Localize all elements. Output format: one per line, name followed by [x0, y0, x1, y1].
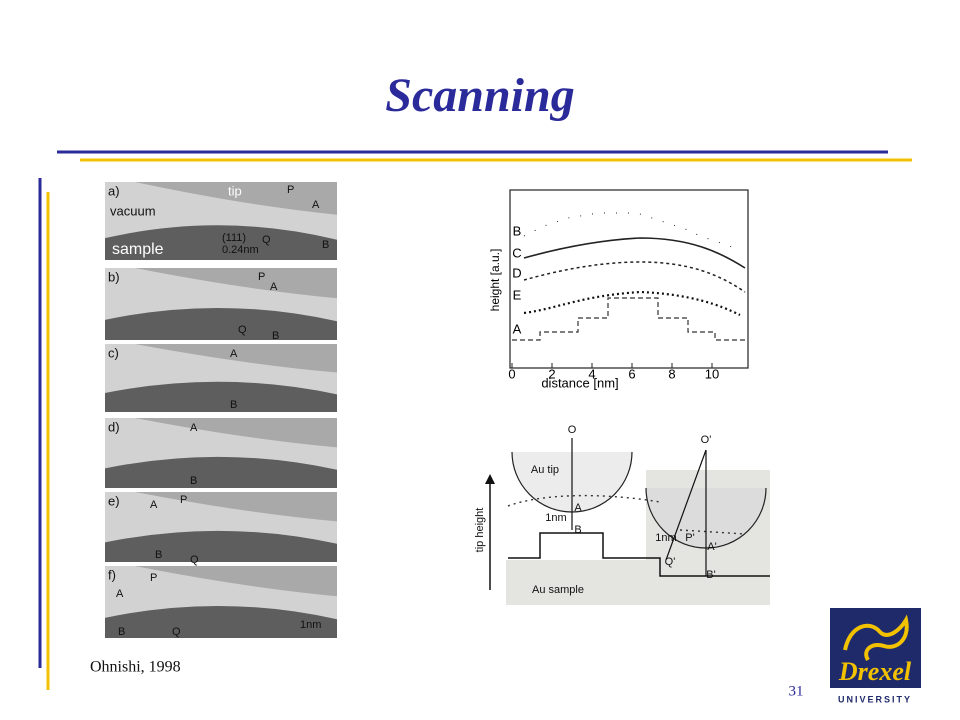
diagram-label: A': [707, 541, 716, 553]
x-tick-label: 2: [548, 366, 555, 381]
curve-label: B: [513, 223, 522, 238]
sample-region: [105, 307, 337, 340]
panel-annotation: A: [150, 499, 158, 511]
x-tick-label: 0: [508, 366, 515, 381]
panel-annotation: (111): [222, 232, 246, 244]
diagram-label: Au sample: [532, 584, 584, 596]
curve-label: D: [512, 265, 521, 280]
y-axis-label: height [a.u.]: [488, 249, 502, 312]
panel-label: e): [108, 493, 120, 508]
curve-e: [523, 290, 741, 316]
atom-row: [507, 494, 661, 507]
tip-diagram: O Au tip 1nm AB Au sample tip height O' 1nm P' A'…: [474, 424, 770, 605]
panel-annotation: B: [155, 549, 162, 561]
axis-arrow: [485, 474, 495, 484]
logo-name: Drexel: [838, 657, 912, 686]
sample-region: [105, 456, 337, 488]
panel-annotation: B: [118, 626, 125, 638]
panel-annotation: A: [230, 348, 238, 360]
panel-annotation: A: [312, 199, 320, 211]
x-tick-label: 6: [628, 366, 635, 381]
diagram-label: Au tip: [531, 464, 559, 476]
tip-region: [135, 566, 337, 597]
curve-label: A: [513, 321, 522, 336]
x-tick-label: 10: [705, 366, 719, 381]
panel-label: d): [108, 419, 120, 434]
tip-region: [135, 268, 337, 299]
diagram-label: O: [568, 424, 577, 436]
x-axis-label: distance [nm]: [541, 375, 618, 390]
panel-annotation: P: [287, 184, 294, 196]
panel-annotation: 1nm: [300, 619, 321, 631]
citation: Ohnishi, 1998: [90, 659, 181, 676]
curve-label: E: [513, 287, 522, 302]
panel-annotation: P: [180, 494, 187, 506]
curve-b: [523, 212, 741, 251]
plot-frame: [509, 189, 749, 369]
panel-annotation: B: [322, 239, 329, 251]
panel-annotation: tip: [228, 183, 242, 198]
page-number: 31: [789, 683, 804, 699]
logo: Drexel UNIVERSITY: [830, 608, 921, 704]
panel-label: c): [108, 345, 119, 360]
diagram-label: B': [706, 569, 715, 581]
panel-annotation: B: [190, 475, 197, 487]
sample-area: [506, 560, 770, 605]
diagram-label: O': [701, 434, 712, 446]
curve-c: [523, 237, 746, 269]
panel-annotation: P: [150, 572, 157, 584]
diagram-label: B: [574, 524, 581, 536]
panel-annotation: A: [116, 588, 124, 600]
diagram-label: 1nm: [655, 532, 676, 544]
logo-dragon: [843, 614, 909, 662]
panel-annotation: sample: [112, 241, 164, 258]
curve-d: [523, 261, 746, 293]
panel-annotation: A: [270, 281, 278, 293]
panel-annotation: 0.24nm: [222, 244, 259, 256]
tip-region: [135, 492, 337, 522]
x-tick-label: 4: [588, 366, 595, 381]
panel-label: a): [108, 183, 120, 198]
panel-annotation: Q: [190, 554, 199, 566]
curve-a: [512, 297, 745, 341]
sample-region: [105, 530, 337, 562]
logo-subtitle: UNIVERSITY: [838, 694, 912, 704]
tip-region: [135, 418, 337, 448]
panel-label: f): [108, 567, 116, 582]
panel-annotation: vacuum: [110, 203, 156, 218]
panel-annotation: B: [230, 399, 237, 411]
sample-region: [105, 381, 337, 412]
panel-annotation: B: [272, 330, 279, 342]
tip-region: [135, 344, 337, 373]
atom-row-2: [679, 529, 746, 535]
panel-annotation: A: [190, 422, 198, 434]
panel-annotation: Q: [172, 626, 181, 638]
tip-region: [135, 182, 337, 215]
tilt-line: [665, 449, 707, 561]
x-tick-label: 8: [668, 366, 675, 381]
sample-region: [105, 225, 337, 260]
panel-annotation: Q: [238, 324, 247, 336]
panel-label: b): [108, 269, 120, 284]
sample-region: [105, 605, 337, 638]
diagram-label: tip height: [474, 508, 486, 553]
curve-label: C: [512, 245, 521, 260]
sample-profile: [508, 532, 770, 577]
panel-annotation: P: [258, 271, 265, 283]
slide-title: Scanning: [385, 69, 574, 122]
diagram-label: 1nm: [545, 512, 566, 524]
diagram-label: P': [685, 532, 694, 544]
panel-annotation: Q: [262, 234, 271, 246]
diagram-label: A: [574, 502, 582, 514]
diagram-label: Q': [665, 556, 676, 568]
